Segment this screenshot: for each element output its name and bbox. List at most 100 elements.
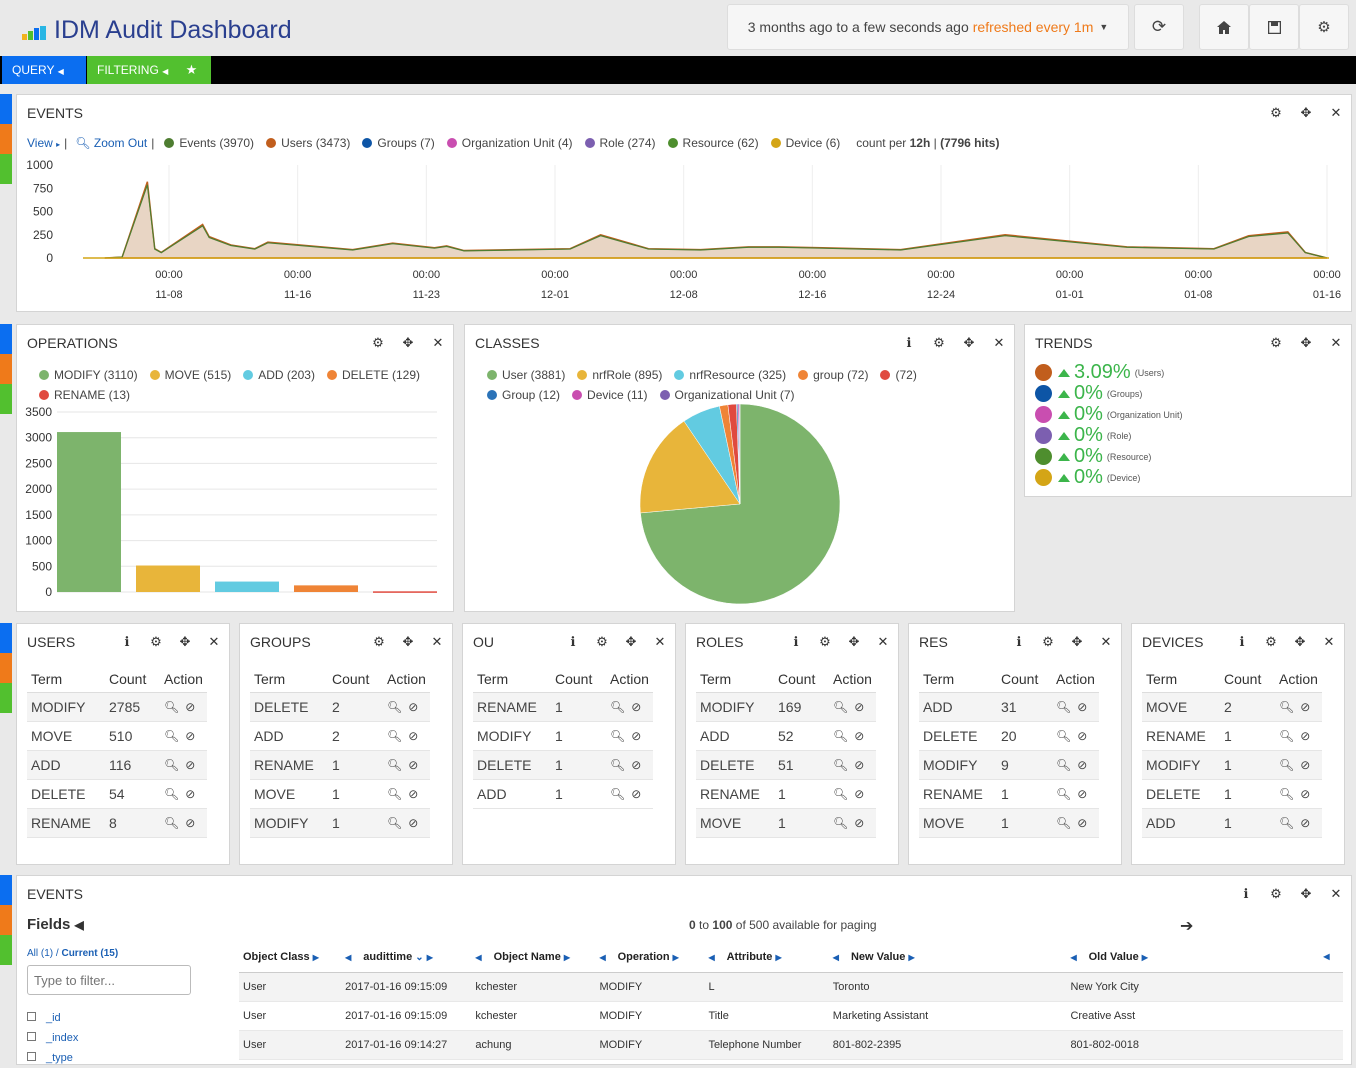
search-icon[interactable]: 🔍︎ [1056, 815, 1078, 830]
next-page-arrow-icon[interactable]: ➔ [1180, 918, 1194, 935]
move-left-icon[interactable]: ◀ [832, 952, 839, 962]
move-left-icon[interactable]: ◀ [708, 952, 715, 962]
move-icon[interactable]: ✥ [1071, 634, 1083, 649]
column-header[interactable]: Count [551, 666, 606, 693]
ban-icon[interactable]: ⊘ [408, 786, 425, 801]
search-icon[interactable]: 🔍︎ [164, 815, 186, 830]
ban-icon[interactable]: ⊘ [1300, 699, 1317, 714]
ban-icon[interactable]: ⊘ [631, 699, 648, 714]
search-icon[interactable]: 🔍︎ [387, 699, 409, 714]
home-button[interactable] [1199, 4, 1249, 50]
current-fields-link[interactable]: Current (15) [61, 948, 119, 959]
search-icon[interactable]: 🔍︎ [833, 757, 855, 772]
search-icon[interactable]: 🔍︎ [833, 699, 855, 714]
info-icon[interactable]: ℹ [1239, 634, 1245, 649]
move-icon[interactable]: ✥ [625, 634, 637, 649]
search-icon[interactable]: 🔍︎ [1056, 699, 1078, 714]
close-icon[interactable]: ✕ [993, 335, 1005, 350]
column-header[interactable]: Object Class ▶ [239, 942, 342, 973]
legend-item[interactable]: group (72) [798, 365, 868, 385]
search-icon[interactable]: 🔍︎ [1279, 728, 1301, 743]
column-header[interactable]: Count [105, 666, 160, 693]
close-icon[interactable]: ✕ [431, 634, 443, 649]
sort-desc-icon[interactable]: ⌄ [415, 951, 424, 963]
table-row[interactable]: User 2017-01-16 09:15:09 kchester MODIFY Tit… [239, 1001, 1343, 1031]
ban-icon[interactable]: ⊘ [408, 728, 425, 743]
gear-icon[interactable]: ⚙ [373, 634, 385, 649]
gear-icon[interactable]: ⚙ [1270, 335, 1282, 350]
ban-icon[interactable]: ⊘ [631, 728, 648, 743]
column-header[interactable]: ◀ Old Value ▶ [1066, 942, 1324, 973]
legend-item[interactable]: Organization Unit (4) [446, 136, 573, 150]
move-right-icon[interactable]: ▶ [563, 952, 571, 962]
ban-icon[interactable]: ⊘ [408, 699, 425, 714]
search-icon[interactable]: 🔍︎ [833, 815, 855, 830]
move-icon[interactable]: ✥ [963, 335, 975, 350]
info-icon[interactable]: ℹ [1016, 634, 1022, 649]
move-icon[interactable]: ✥ [1300, 335, 1312, 350]
gear-icon[interactable]: ⚙ [1265, 634, 1277, 649]
column-header[interactable]: ◀ Operation ▶ [595, 942, 705, 973]
column-header[interactable]: Term [1142, 666, 1220, 693]
search-icon[interactable]: 🔍︎ [610, 699, 632, 714]
search-icon[interactable]: 🔍︎ [387, 757, 409, 772]
info-icon[interactable]: ℹ [124, 634, 130, 649]
ban-icon[interactable]: ⊘ [1300, 815, 1317, 830]
column-header[interactable]: ◀ New Value ▶ [828, 942, 1067, 973]
legend-item[interactable]: Resource (62) [667, 136, 759, 150]
ban-icon[interactable]: ⊘ [854, 786, 871, 801]
legend-item[interactable]: nrfResource (325) [674, 365, 786, 385]
search-icon[interactable]: 🔍︎ [1279, 786, 1301, 801]
classes-pie-chart[interactable] [635, 399, 845, 609]
ban-icon[interactable]: ⊘ [185, 757, 202, 772]
close-icon[interactable]: ✕ [1330, 886, 1342, 901]
settings-button[interactable]: ⚙ [1299, 4, 1349, 50]
close-icon[interactable]: ✕ [208, 634, 220, 649]
ban-icon[interactable]: ⊘ [1300, 728, 1317, 743]
star-icon[interactable]: ★ [185, 62, 198, 77]
ban-icon[interactable]: ⊘ [854, 728, 871, 743]
pie-slice[interactable] [738, 403, 741, 505]
query-tab[interactable]: QUERY ◀ [2, 56, 86, 84]
move-right-icon[interactable]: ▶ [908, 952, 915, 962]
move-left-icon[interactable]: ◀ [599, 952, 606, 962]
column-header[interactable]: ◀ Object Name ▶ [471, 942, 596, 973]
move-icon[interactable]: ✥ [179, 634, 191, 649]
gear-icon[interactable]: ⚙ [1042, 634, 1054, 649]
ban-icon[interactable]: ⊘ [1077, 728, 1094, 743]
column-header[interactable]: Count [1220, 666, 1275, 693]
info-icon[interactable]: ℹ [570, 634, 576, 649]
move-right-icon[interactable]: ▶ [312, 952, 319, 962]
move-left-icon[interactable]: ◀ [1323, 942, 1343, 973]
field-filter-input[interactable] [27, 965, 191, 995]
ban-icon[interactable]: ⊘ [185, 728, 202, 743]
column-header[interactable]: Count [774, 666, 829, 693]
ban-icon[interactable]: ⊘ [185, 699, 202, 714]
operations-bar-chart[interactable]: 0 500 1000 1500 2000 2500 3000 3500 [17, 405, 453, 605]
move-icon[interactable]: ✥ [1300, 886, 1312, 901]
legend-item[interactable]: Role (274) [584, 136, 656, 150]
bar-move[interactable] [136, 565, 200, 592]
ban-icon[interactable]: ⊘ [1077, 786, 1094, 801]
gear-icon[interactable]: ⚙ [1270, 105, 1282, 120]
move-icon[interactable]: ✥ [1300, 105, 1312, 120]
search-icon[interactable]: 🔍︎ [610, 757, 632, 772]
close-icon[interactable]: ✕ [1330, 335, 1342, 350]
info-icon[interactable]: ℹ [793, 634, 799, 649]
close-icon[interactable]: ✕ [654, 634, 666, 649]
field-item[interactable]: _type [27, 1048, 78, 1068]
pie-slice[interactable] [639, 420, 741, 514]
legend-item[interactable]: MODIFY (3110) [39, 365, 138, 385]
save-button[interactable] [1249, 4, 1299, 50]
gear-icon[interactable]: ⚙ [1270, 886, 1282, 901]
column-header[interactable]: Term [919, 666, 997, 693]
search-icon[interactable]: 🔍︎ [387, 815, 409, 830]
ban-icon[interactable]: ⊘ [854, 757, 871, 772]
search-icon[interactable]: 🔍︎ [164, 757, 186, 772]
column-header[interactable]: Count [997, 666, 1052, 693]
move-icon[interactable]: ✥ [402, 335, 414, 350]
filtering-tab[interactable]: FILTERING ◀ ★ [87, 56, 211, 84]
close-icon[interactable]: ✕ [1100, 634, 1112, 649]
move-right-icon[interactable]: ▶ [775, 952, 782, 962]
search-icon[interactable]: 🔍︎ [1056, 728, 1078, 743]
